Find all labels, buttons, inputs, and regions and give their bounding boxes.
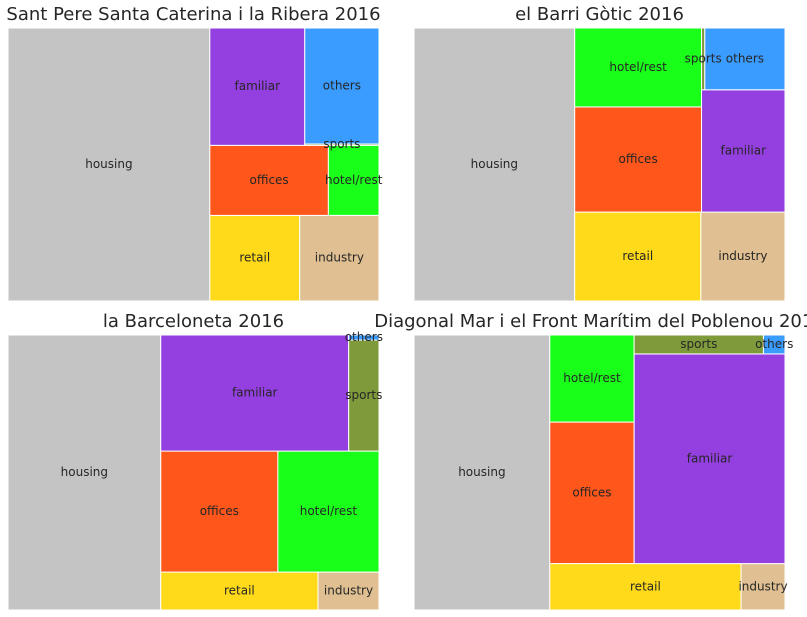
tile-label: sports bbox=[685, 51, 722, 65]
tile-label: housing bbox=[458, 465, 505, 479]
treemap-tile bbox=[160, 450, 279, 573]
tile-label: offices bbox=[250, 173, 289, 187]
tile-label: hotel/rest bbox=[325, 173, 383, 187]
treemap-tile bbox=[7, 27, 211, 302]
treemap-tile bbox=[633, 353, 786, 565]
treemap-tile bbox=[574, 27, 703, 108]
treemap-tile bbox=[304, 27, 380, 145]
treemap-tile bbox=[762, 334, 786, 355]
tile-label: hotel/rest bbox=[563, 371, 621, 385]
treemap-tile bbox=[348, 334, 380, 341]
tile-label: industry bbox=[324, 584, 373, 598]
treemap-tile bbox=[160, 334, 350, 452]
tile-label: retail bbox=[630, 579, 661, 593]
tile-label: familiar bbox=[235, 79, 281, 93]
tile-label: sports bbox=[680, 337, 717, 351]
chart-title: el Barri Gòtic 2016 bbox=[515, 4, 684, 25]
tile-label: industry bbox=[718, 249, 767, 263]
tile-label: offices bbox=[200, 504, 239, 518]
treemap-tile bbox=[701, 89, 786, 213]
tile-label: others bbox=[323, 78, 361, 92]
treemap-tile bbox=[574, 211, 702, 302]
tile-label: sports bbox=[345, 388, 382, 402]
treemap-tile bbox=[209, 144, 329, 216]
tile-label: industry bbox=[738, 579, 787, 593]
treemap-tile bbox=[209, 27, 306, 146]
tile-label: sports bbox=[323, 137, 360, 151]
treemap-tile bbox=[740, 563, 786, 611]
tile-label: industry bbox=[315, 251, 364, 265]
tile-label: housing bbox=[471, 157, 518, 171]
tile-label: retail bbox=[622, 249, 653, 263]
tile-label: familiar bbox=[720, 143, 766, 157]
treemap-tile bbox=[413, 334, 551, 611]
treemap-tile bbox=[704, 27, 786, 91]
tile-label: hotel/rest bbox=[609, 60, 667, 74]
tile-label: offices bbox=[619, 152, 658, 166]
chart-title: Diagonal Mar i el Front Marítim del Pobl… bbox=[374, 311, 807, 332]
tile-label: others bbox=[726, 51, 764, 65]
treemap-tile bbox=[7, 334, 162, 611]
tile-label: housing bbox=[61, 465, 108, 479]
tile-label: retail bbox=[239, 251, 270, 265]
tile-label: hotel/rest bbox=[300, 504, 358, 518]
tile-label: retail bbox=[224, 584, 255, 598]
tile-label: housing bbox=[85, 157, 132, 171]
treemap-tile bbox=[348, 339, 380, 452]
chart-title: la Barceloneta 2016 bbox=[103, 311, 284, 332]
treemap-tile bbox=[277, 450, 380, 573]
chart-title: Sant Pere Santa Caterina i la Ribera 201… bbox=[6, 4, 380, 25]
treemap-tile bbox=[549, 334, 635, 423]
treemap-tile bbox=[413, 27, 576, 302]
treemap-tile bbox=[574, 106, 703, 213]
treemap-tile bbox=[317, 571, 380, 611]
treemap-tile bbox=[549, 563, 742, 611]
treemap-tile bbox=[327, 144, 380, 216]
treemap-tile bbox=[160, 571, 319, 611]
treemap-tile bbox=[209, 214, 301, 302]
tile-label: others bbox=[345, 330, 383, 344]
treemap-tile bbox=[700, 211, 786, 302]
tile-label: others bbox=[755, 337, 793, 351]
tile-label: familiar bbox=[687, 451, 733, 465]
treemap-tile bbox=[549, 421, 635, 565]
tile-label: familiar bbox=[232, 386, 278, 400]
tile-label: offices bbox=[572, 485, 611, 499]
